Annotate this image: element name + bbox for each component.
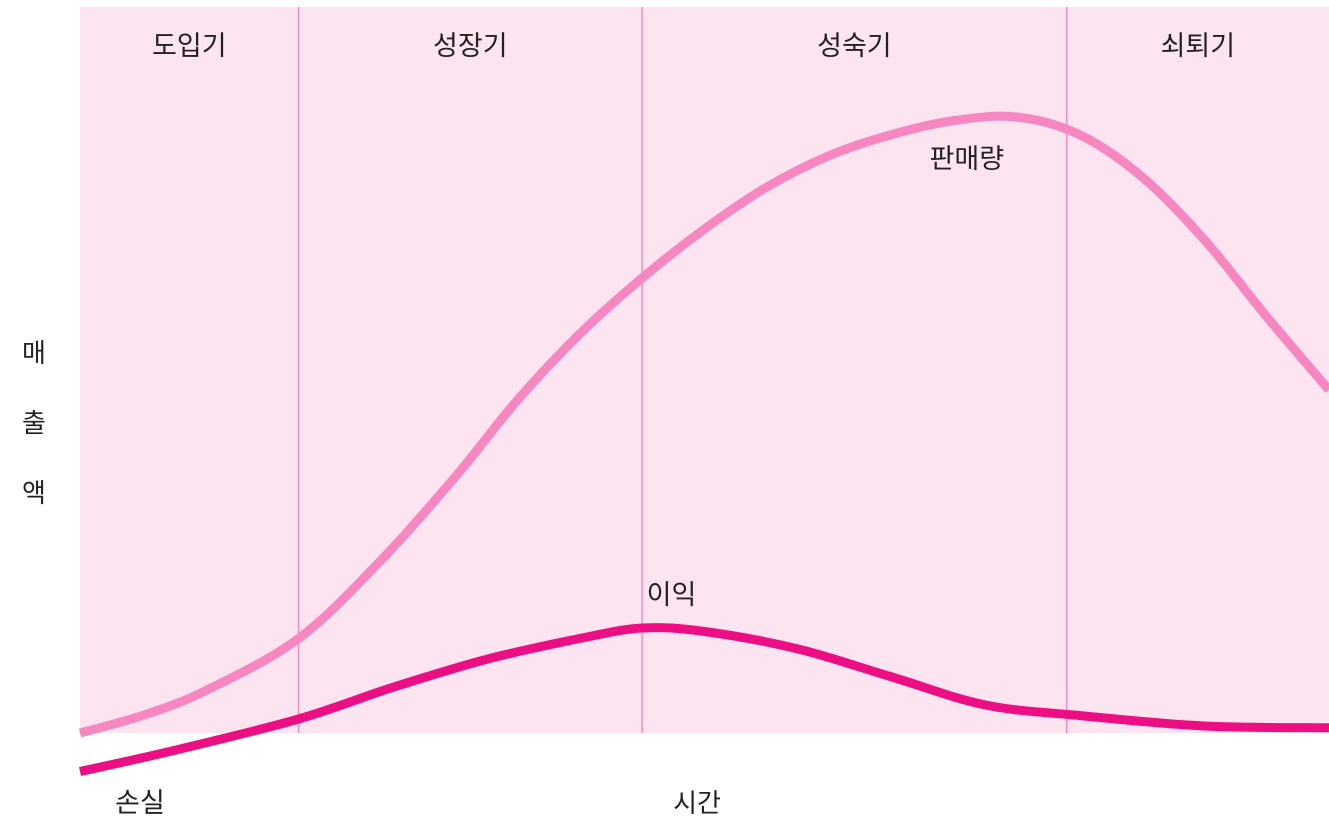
profit-curve-label: 이익: [647, 580, 697, 611]
stage-label-introduction: 도입기: [152, 31, 227, 62]
stage-label-maturity: 성숙기: [817, 31, 892, 62]
stage-label-decline: 쇠퇴기: [1161, 31, 1236, 62]
stage-labels: 도입기 성장기 성숙기 쇠퇴기: [152, 31, 1235, 62]
x-axis-label: 시간: [673, 789, 721, 819]
profit-curve: [79, 623, 1329, 776]
y-axis-label: 매출액: [22, 339, 46, 509]
plot-background: [80, 7, 1329, 733]
sales-curve: [78, 111, 1329, 738]
y-axis-label-char: 액: [22, 479, 46, 509]
stage-label-growth: 성장기: [433, 31, 508, 62]
sales-curve-label: 판매량: [930, 144, 1005, 175]
y-axis-label-char: 매: [22, 339, 46, 369]
loss-label: 손실: [115, 788, 165, 819]
y-axis-label-char: 출: [22, 409, 46, 439]
